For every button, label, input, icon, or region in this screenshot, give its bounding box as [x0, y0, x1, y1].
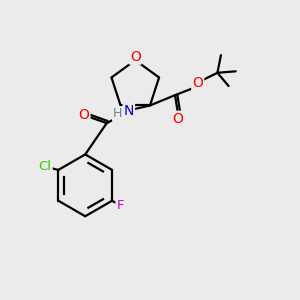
Text: O: O — [192, 76, 203, 90]
Text: O: O — [130, 50, 141, 64]
Text: F: F — [116, 199, 124, 212]
Text: O: O — [172, 112, 183, 126]
Text: H: H — [113, 107, 122, 120]
Text: Cl: Cl — [39, 160, 52, 173]
Text: O: O — [79, 108, 89, 122]
Text: N: N — [124, 104, 134, 118]
